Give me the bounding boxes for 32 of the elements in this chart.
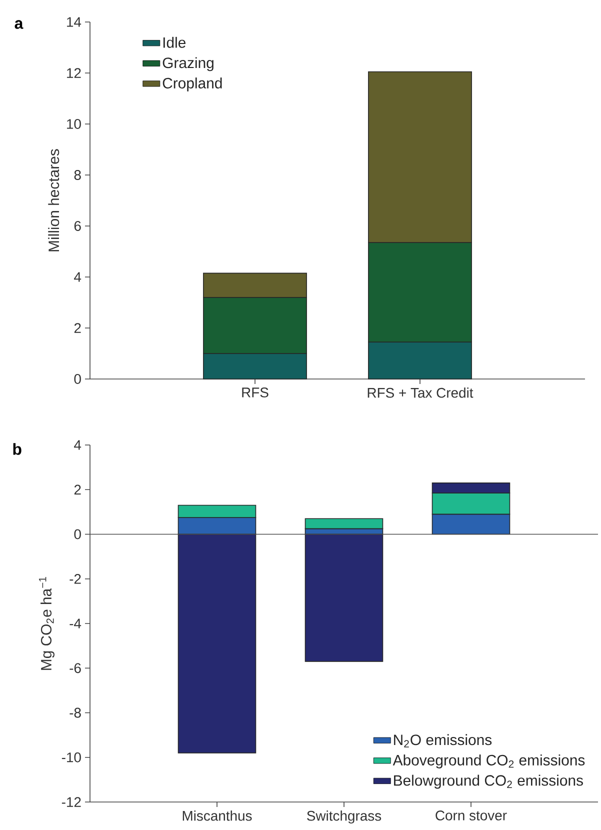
text: a — [14, 20, 24, 29]
y-tick-label: 14 — [67, 17, 82, 27]
legend-label: Idle — [163, 36, 186, 48]
legend-label: Aboveground CO$_{2}$ emissions — [392, 754, 585, 768]
y-tick-label: 2 — [74, 484, 81, 494]
x-tick-label: RFS + Tax Credit — [368, 388, 474, 398]
y-tick-label: 12 — [67, 68, 81, 78]
y-tick-label: -8 — [70, 708, 81, 718]
y-axis-title: Mg CO$_{2}$e ha$^{−1}$ — [38, 576, 54, 670]
y-axis-title: Million hectares — [48, 149, 60, 252]
y-tick-label: 0 — [74, 374, 81, 384]
y-tick-label: -12 — [62, 797, 81, 807]
y-tick-label: -4 — [70, 618, 82, 628]
y-tick-label: -2 — [70, 574, 81, 584]
y-tick-label: -6 — [70, 663, 81, 674]
y-tick-label: 4 — [74, 440, 82, 450]
y-tick-label: 2 — [74, 323, 81, 333]
x-tick-label: RFS — [242, 388, 268, 398]
text: b — [13, 443, 22, 455]
x-tick-label: Miscanthus — [182, 810, 252, 821]
x-tick-label: Corn stover — [436, 810, 507, 820]
legend-label: N$_{2}$O emissions — [394, 734, 492, 748]
y-tick-label: 8 — [74, 170, 81, 180]
legend-label: Grazing — [162, 57, 214, 72]
y-tick-label: 4 — [74, 272, 82, 282]
y-tick-label: 10 — [67, 119, 81, 129]
legend-label: Cropland — [162, 78, 222, 92]
y-tick-label: 6 — [74, 221, 81, 231]
legend-label: Belowground CO$_{2}$ emissions — [394, 774, 583, 789]
x-tick-label: Switchgrass — [307, 810, 382, 824]
y-tick-label: 0 — [74, 529, 81, 540]
y-tick-label: -10 — [62, 752, 81, 762]
